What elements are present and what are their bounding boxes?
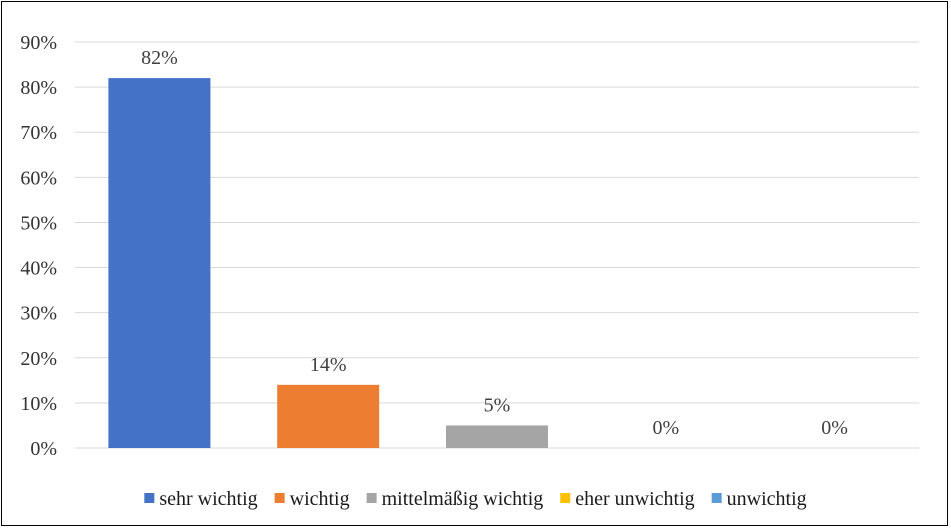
legend-label: sehr wichtig [159, 488, 257, 510]
legend-item: sehr wichtig [144, 488, 258, 510]
legend: sehr wichtig wichtig mittelmäßig wichtig eh… [144, 488, 807, 510]
legend-swatch [144, 493, 155, 503]
y-tick-label: 80% [20, 77, 57, 99]
legend-label: eher unwichtig [575, 488, 694, 510]
data-label: 82% [141, 47, 178, 69]
legend-swatch [560, 493, 571, 503]
bars [108, 78, 548, 448]
data-label: 5% [484, 394, 511, 416]
y-tick-label: 50% [20, 212, 57, 234]
legend-swatch [366, 493, 377, 503]
y-tick-label: 40% [20, 258, 57, 280]
legend-label: unwichtig [727, 488, 807, 510]
legend-label: wichtig [290, 488, 350, 510]
y-tick-label: 20% [20, 348, 57, 370]
data-labels: 82% 14% 5% 0% 0% [141, 47, 848, 439]
legend-item: mittelmäßig wichtig [366, 488, 544, 510]
legend-item: unwichtig [711, 488, 807, 510]
data-label: 0% [652, 417, 679, 439]
data-label: 0% [821, 417, 848, 439]
y-tick-label: 10% [20, 393, 57, 415]
y-tick-label: 70% [20, 122, 57, 144]
data-label: 14% [310, 354, 347, 376]
bar-0 [108, 78, 211, 448]
y-tick-label: 90% [20, 32, 57, 54]
y-axis-tick-labels: 0% 10% 20% 30% 40% 50% 60% 70% 80% 90% [20, 32, 57, 460]
bar-2 [446, 425, 548, 448]
legend-item: eher unwichtig [560, 488, 695, 510]
y-tick-label: 0% [30, 438, 57, 460]
y-tick-label: 30% [20, 303, 57, 325]
legend-item: wichtig [274, 488, 350, 510]
bar-1 [277, 384, 380, 448]
gridlines [75, 41, 919, 449]
legend-swatch [711, 493, 722, 503]
y-tick-label: 60% [20, 167, 57, 189]
legend-swatch [274, 493, 285, 503]
legend-label: mittelmäßig wichtig [382, 488, 544, 510]
